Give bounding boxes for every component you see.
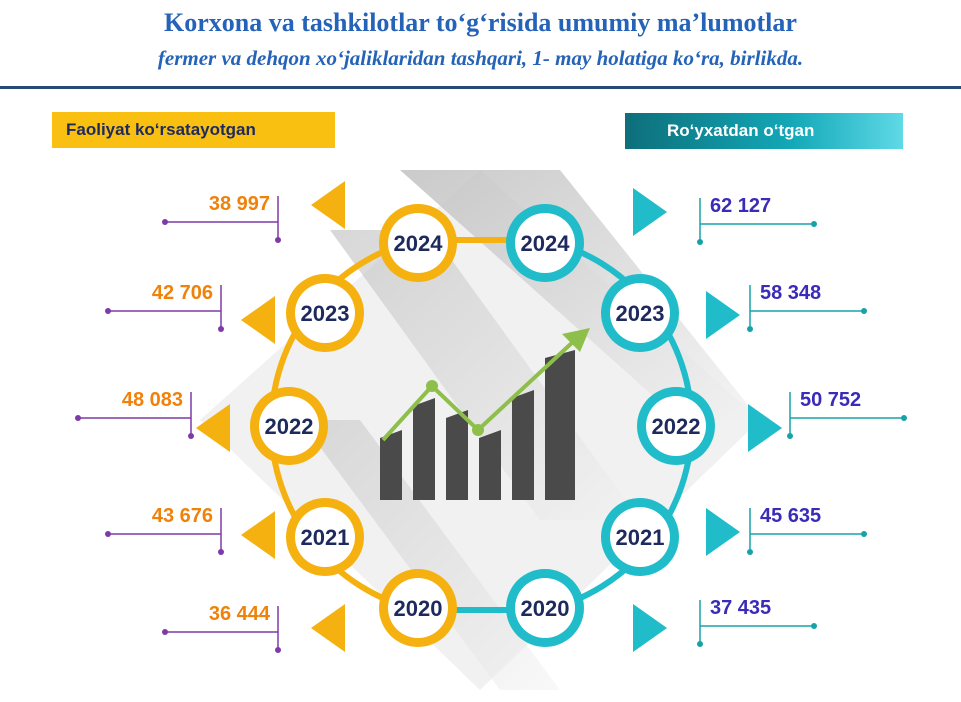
legend-registered-badge: Ro‘yxatdan o‘tgan <box>625 113 903 149</box>
registered-value-label: 45 635 <box>760 505 821 527</box>
registered-year-label: 2020 <box>521 596 570 621</box>
growth-bar <box>413 398 435 500</box>
registered-year-label: 2023 <box>616 301 665 326</box>
registered-leader-dot <box>901 415 907 421</box>
registered-year-label: 2022 <box>652 414 701 439</box>
trend-line <box>381 338 577 442</box>
active-year-circle-inner <box>259 396 319 456</box>
registered-leader-dot <box>861 308 867 314</box>
registered-value-label: 58 348 <box>760 282 821 304</box>
active-year-circle-inner <box>388 578 448 638</box>
active-leader-dot <box>105 308 111 314</box>
active-leader-dot <box>218 549 224 555</box>
active-year-label: 2021 <box>301 525 350 550</box>
registered-pointer-icon <box>706 508 740 556</box>
active-leader-dot <box>275 647 281 653</box>
diagonal-slab <box>300 420 560 690</box>
registered-leader-dot <box>811 623 817 629</box>
registered-leader-dot <box>697 239 703 245</box>
active-leader-dot <box>105 531 111 537</box>
trend-point <box>426 380 438 392</box>
growth-bar <box>479 430 501 500</box>
registered-year-circle-inner <box>610 507 670 567</box>
active-year-circle-inner <box>388 213 448 273</box>
active-value-label: 36 444 <box>209 603 271 625</box>
registered-value-label: 50 752 <box>800 389 861 411</box>
registered-year-circle-inner <box>515 213 575 273</box>
active-value-label: 38 997 <box>209 193 270 215</box>
registered-year-circle-inner <box>515 578 575 638</box>
active-pointer-icon <box>311 604 345 652</box>
registered-leader-dot <box>747 326 753 332</box>
active-value-label: 43 676 <box>152 505 213 527</box>
registered-leader-dot <box>787 433 793 439</box>
active-pointer-icon <box>241 511 275 559</box>
active-year-circle-inner <box>295 507 355 567</box>
active-year-label: 2020 <box>394 596 443 621</box>
active-leader-dot <box>75 415 81 421</box>
page-title: Korxona va tashkilotlar to‘g‘risida umum… <box>164 8 797 37</box>
registered-leader-dot <box>697 641 703 647</box>
registered-pointer-icon <box>748 404 782 452</box>
active-year-label: 2024 <box>394 231 444 256</box>
growth-bar <box>446 410 468 500</box>
diagonal-slab <box>400 170 760 420</box>
legend-active-badge: Faoliyat ko‘rsatayotgan <box>52 112 335 148</box>
trend-point <box>472 424 484 436</box>
active-series: 2024 2023 2022 2021 2020 38 997 42 706 48 083 43… <box>75 181 457 653</box>
registered-leader-dot <box>811 221 817 227</box>
registered-year-circle-inner <box>646 396 706 456</box>
header-divider <box>0 86 961 89</box>
page-subtitle: fermer va dehqon xo‘jaliklaridan tashqar… <box>157 46 804 70</box>
trend-arrow-icon <box>562 328 590 352</box>
growth-bar <box>380 430 402 500</box>
registered-year-label: 2021 <box>616 525 665 550</box>
active-year-label: 2022 <box>265 414 314 439</box>
registered-pointer-icon <box>633 188 667 236</box>
active-pointer-icon <box>196 404 230 452</box>
active-value-label: 42 706 <box>152 282 213 304</box>
registered-pointer-icon <box>706 291 740 339</box>
registered-pointer-icon <box>633 604 667 652</box>
registered-value-label: 62 127 <box>710 195 771 217</box>
growth-chart-icon <box>380 328 590 500</box>
registered-value-label: 37 435 <box>710 597 771 619</box>
active-leader-dot <box>218 326 224 332</box>
registered-year-circle-inner <box>610 283 670 343</box>
active-leader-dot <box>162 219 168 225</box>
active-leader-dot <box>188 433 194 439</box>
active-leader-dot <box>162 629 168 635</box>
registered-year-label: 2024 <box>521 231 571 256</box>
registered-leader-dot <box>747 549 753 555</box>
active-pointer-icon <box>311 181 345 229</box>
registered-leader-dot <box>861 531 867 537</box>
active-year-label: 2023 <box>301 301 350 326</box>
active-year-circle-inner <box>295 283 355 343</box>
growth-bar <box>545 350 575 500</box>
active-value-label: 48 083 <box>122 389 183 411</box>
registered-series: 2024 2023 2022 2021 2020 62 127 58 348 50 752 45… <box>506 188 907 652</box>
growth-bar <box>512 390 534 500</box>
active-pointer-icon <box>241 296 275 344</box>
active-leader-dot <box>275 237 281 243</box>
